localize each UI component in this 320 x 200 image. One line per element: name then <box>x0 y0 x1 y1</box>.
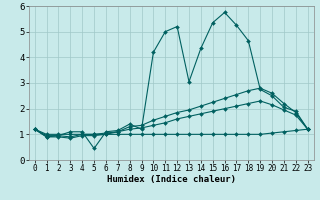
X-axis label: Humidex (Indice chaleur): Humidex (Indice chaleur) <box>107 175 236 184</box>
